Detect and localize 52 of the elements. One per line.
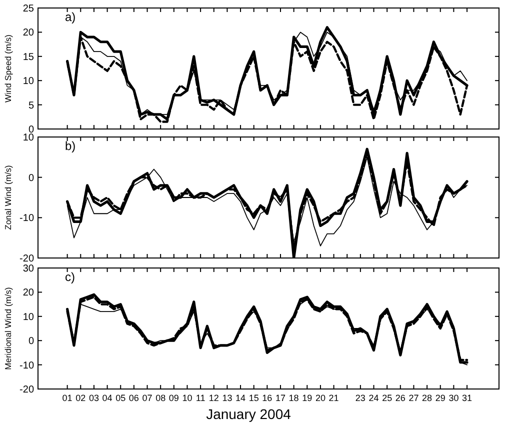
x-tick-label: 18 — [288, 393, 299, 403]
x-tick-label: 06 — [128, 393, 139, 403]
x-tick-label: 19 — [302, 393, 312, 403]
x-tick-label: 25 — [382, 393, 392, 403]
y-axis-title: Zonal Wind (m/s) — [3, 164, 13, 230]
x-tick-label: 27 — [408, 393, 419, 403]
y-tick-label: -20 — [20, 384, 34, 396]
x-tick-label: 17 — [275, 393, 286, 403]
x-tick-label: 24 — [368, 393, 379, 403]
x-axis-title: January 2004 — [206, 406, 292, 422]
y-tick-label: 15 — [22, 52, 34, 63]
y-axis-title: Wind Speed (m/s) — [3, 34, 13, 103]
x-tick-label: 09 — [168, 393, 179, 403]
x-tick-label: 16 — [262, 393, 272, 403]
annotation: a) — [65, 10, 76, 24]
y-tick-label: 10 — [22, 76, 34, 88]
y-tick-label: 25 — [22, 4, 34, 14]
y-tick-label: 20 — [22, 288, 34, 299]
x-tick-label: 03 — [88, 393, 99, 403]
y-tick-label: 5 — [28, 100, 34, 112]
x-tick-label: 14 — [236, 393, 246, 403]
x-tick-label: 10 — [182, 393, 192, 403]
y-tick-label: 10 — [22, 312, 34, 323]
x-tick-label: 26 — [395, 393, 406, 403]
x-tick-label: 02 — [76, 393, 86, 403]
x-tick-label: 21 — [328, 393, 339, 403]
annotation: c) — [65, 270, 75, 284]
y-tick-label: 10 — [22, 132, 34, 144]
annotation: b) — [65, 139, 76, 153]
y-axis-title: Meridional Wind (m/s) — [3, 287, 13, 370]
x-tick-label: 13 — [222, 393, 232, 403]
y-tick-label: -20 — [20, 254, 34, 264]
y-tick-label: 0 — [28, 336, 34, 348]
x-tick-label: 08 — [156, 393, 166, 403]
x-tick-label: 05 — [116, 393, 126, 403]
x-tick-label: 29 — [435, 393, 446, 403]
x-tick-label: 01 — [62, 393, 72, 403]
x-tick-label: 23 — [355, 393, 366, 403]
x-tick-label: 04 — [102, 393, 112, 403]
y-tick-label: 30 — [22, 264, 34, 274]
y-tick-label: -10 — [20, 213, 34, 224]
x-tick-label: 15 — [248, 393, 259, 403]
x-tick-label: 11 — [196, 393, 206, 403]
x-tick-label: 20 — [315, 393, 326, 403]
x-tick-label: 31 — [462, 393, 472, 403]
x-tick-label: 28 — [422, 393, 432, 403]
x-tick-label: 30 — [448, 393, 459, 403]
y-tick-label: -10 — [20, 360, 34, 372]
x-tick-label: 07 — [142, 393, 152, 403]
x-tick-label: 12 — [208, 393, 219, 403]
y-tick-label: 20 — [22, 28, 34, 39]
y-tick-label: 0 — [28, 172, 34, 184]
